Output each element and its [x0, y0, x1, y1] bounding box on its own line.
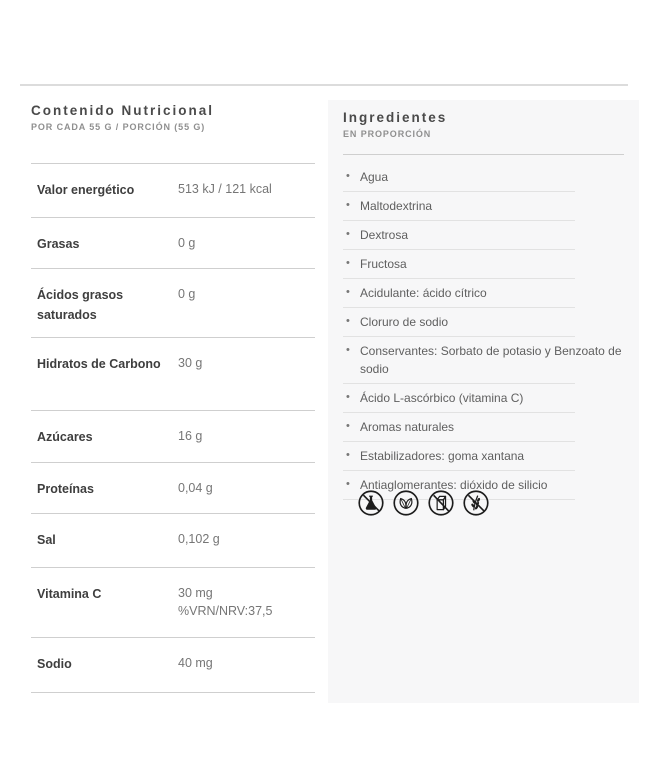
ingredient-text: Maltodextrina: [360, 199, 433, 213]
nutrition-table-row: Sal 0,102 g: [31, 513, 315, 567]
nutrient-value-note: %VRN/NRV:37,5: [178, 604, 273, 619]
ingredient-text: Conservantes: Sorbato de potasio y Benzo…: [360, 344, 622, 376]
ingredient-list-item: • Estabilizadores: goma xantana: [343, 442, 624, 471]
ingredient-list: • Agua • Maltodextrina • Dextrosa • Fruc…: [343, 163, 624, 500]
ingredient-list-item: • Dextrosa: [343, 221, 624, 250]
ingredient-list-item: • Cloruro de sodio: [343, 308, 624, 337]
nutrition-table-row: Hidratos de Carbono 30 g: [31, 337, 315, 410]
ingredients-panel: Ingredientes EN PROPORCIÓN • Agua • Malt…: [328, 100, 639, 703]
bullet-icon: •: [346, 478, 350, 490]
nutrition-table-row: Valor energético 513 kJ / 121 kcal: [31, 163, 315, 217]
nutrient-value: 40 mg: [178, 656, 213, 670]
nutrition-subtitle: POR CADA 55 G / PORCIÓN (55 G): [31, 122, 206, 132]
ingredient-text: Agua: [360, 170, 389, 184]
ingredient-list-item: • Agua: [343, 163, 624, 192]
ingredient-text: Aromas naturales: [360, 420, 455, 434]
no-lab-chemicals-icon: [358, 490, 384, 516]
claim-badge-row: [357, 489, 490, 517]
nutrient-value-cell: 16 g: [178, 427, 315, 462]
bullet-icon: •: [346, 344, 350, 356]
nutrient-label: Azúcares: [37, 430, 93, 444]
nutrient-value: 0 g: [178, 287, 196, 301]
ingredient-text: Antiaglomerantes: dióxido de silicio: [360, 478, 548, 492]
natural-leaves-icon: [393, 490, 419, 516]
ingredients-divider: [343, 154, 624, 155]
nutrient-value: 30 g: [178, 356, 203, 370]
nutrient-value-cell: 0,04 g: [178, 479, 315, 513]
ingredient-text: Dextrosa: [360, 228, 409, 242]
nutrient-value-cell: 0,102 g: [178, 530, 315, 567]
ingredient-list-item: • Acidulante: ácido cítrico: [343, 279, 624, 308]
nutrition-table-row: Grasas 0 g: [31, 217, 315, 268]
ingredient-list-item: • Fructosa: [343, 250, 624, 279]
nutrient-label: Proteínas: [37, 482, 94, 496]
nutrient-label: Ácidos grasos saturados: [37, 288, 124, 322]
bullet-icon: •: [346, 228, 350, 240]
nutrient-value-cell: 30 g: [178, 354, 315, 410]
lactose-free-carton-icon: [428, 490, 454, 516]
nutrient-value-cell: 0 g: [178, 285, 315, 337]
nutrient-label: Grasas: [37, 237, 80, 251]
ingredient-text: Fructosa: [360, 257, 407, 271]
bullet-icon: •: [346, 391, 350, 403]
nutrient-value: 0,04 g: [178, 481, 213, 495]
bullet-icon: •: [346, 257, 350, 269]
gluten-free-wheat-icon: [463, 490, 489, 516]
nutrient-value: 16 g: [178, 429, 203, 443]
ingredients-subtitle: EN PROPORCIÓN: [343, 129, 432, 139]
ingredient-list-item: • Ácido L-ascórbico (vitamina C): [343, 384, 624, 413]
nutrition-panel-header: Contenido Nutricional POR CADA 55 G / PO…: [31, 103, 315, 132]
bullet-icon: •: [346, 170, 350, 182]
nutrition-table-row: Azúcares 16 g: [31, 410, 315, 462]
section-top-divider: [20, 84, 628, 86]
nutrient-value: 30 mg: [178, 586, 213, 600]
nutrition-table-row: Proteínas 0,04 g: [31, 462, 315, 513]
ingredient-list-item: • Maltodextrina: [343, 192, 624, 221]
nutrient-label: Sodio: [37, 657, 72, 671]
nutrient-value: 513 kJ / 121 kcal: [178, 182, 272, 196]
bullet-icon: •: [346, 199, 350, 211]
nutrient-value-cell: 0 g: [178, 234, 315, 268]
ingredient-list-item: • Antiaglomerantes: dióxido de silicio: [343, 471, 624, 500]
bullet-icon: •: [346, 315, 350, 327]
nutrition-table: Valor energético 513 kJ / 121 kcal Grasa…: [31, 163, 315, 693]
ingredient-list-item: • Aromas naturales: [343, 413, 624, 442]
ingredient-text: Estabilizadores: goma xantana: [360, 449, 525, 463]
bullet-icon: •: [346, 449, 350, 461]
nutrition-title: Contenido Nutricional: [31, 103, 214, 118]
nutrient-label: Sal: [37, 533, 56, 547]
nutrient-value-cell: 30 mg %VRN/NRV:37,5: [178, 584, 315, 637]
ingredient-list-item: • Conservantes: Sorbato de potasio y Ben…: [343, 337, 624, 384]
nutrient-value: 0 g: [178, 236, 196, 250]
ingredient-text: Cloruro de sodio: [360, 315, 449, 329]
bullet-icon: •: [346, 420, 350, 432]
nutrient-value: 0,102 g: [178, 532, 220, 546]
nutrition-table-row: Vitamina C 30 mg %VRN/NRV:37,5: [31, 567, 315, 637]
nutrient-label: Vitamina C: [37, 587, 102, 601]
nutrient-value-cell: 513 kJ / 121 kcal: [178, 180, 315, 217]
ingredients-title: Ingredientes: [343, 110, 448, 125]
nutrition-table-row: Ácidos grasos saturados 0 g: [31, 268, 315, 337]
nutrient-value-cell: 40 mg: [178, 654, 315, 692]
nutrient-label: Hidratos de Carbono: [37, 357, 161, 371]
bullet-icon: •: [346, 286, 350, 298]
ingredient-text: Ácido L-ascórbico (vitamina C): [360, 391, 524, 405]
nutrient-label: Valor energético: [37, 183, 135, 197]
nutrition-table-row: Sodio 40 mg: [31, 637, 315, 692]
ingredient-text: Acidulante: ácido cítrico: [360, 286, 487, 300]
